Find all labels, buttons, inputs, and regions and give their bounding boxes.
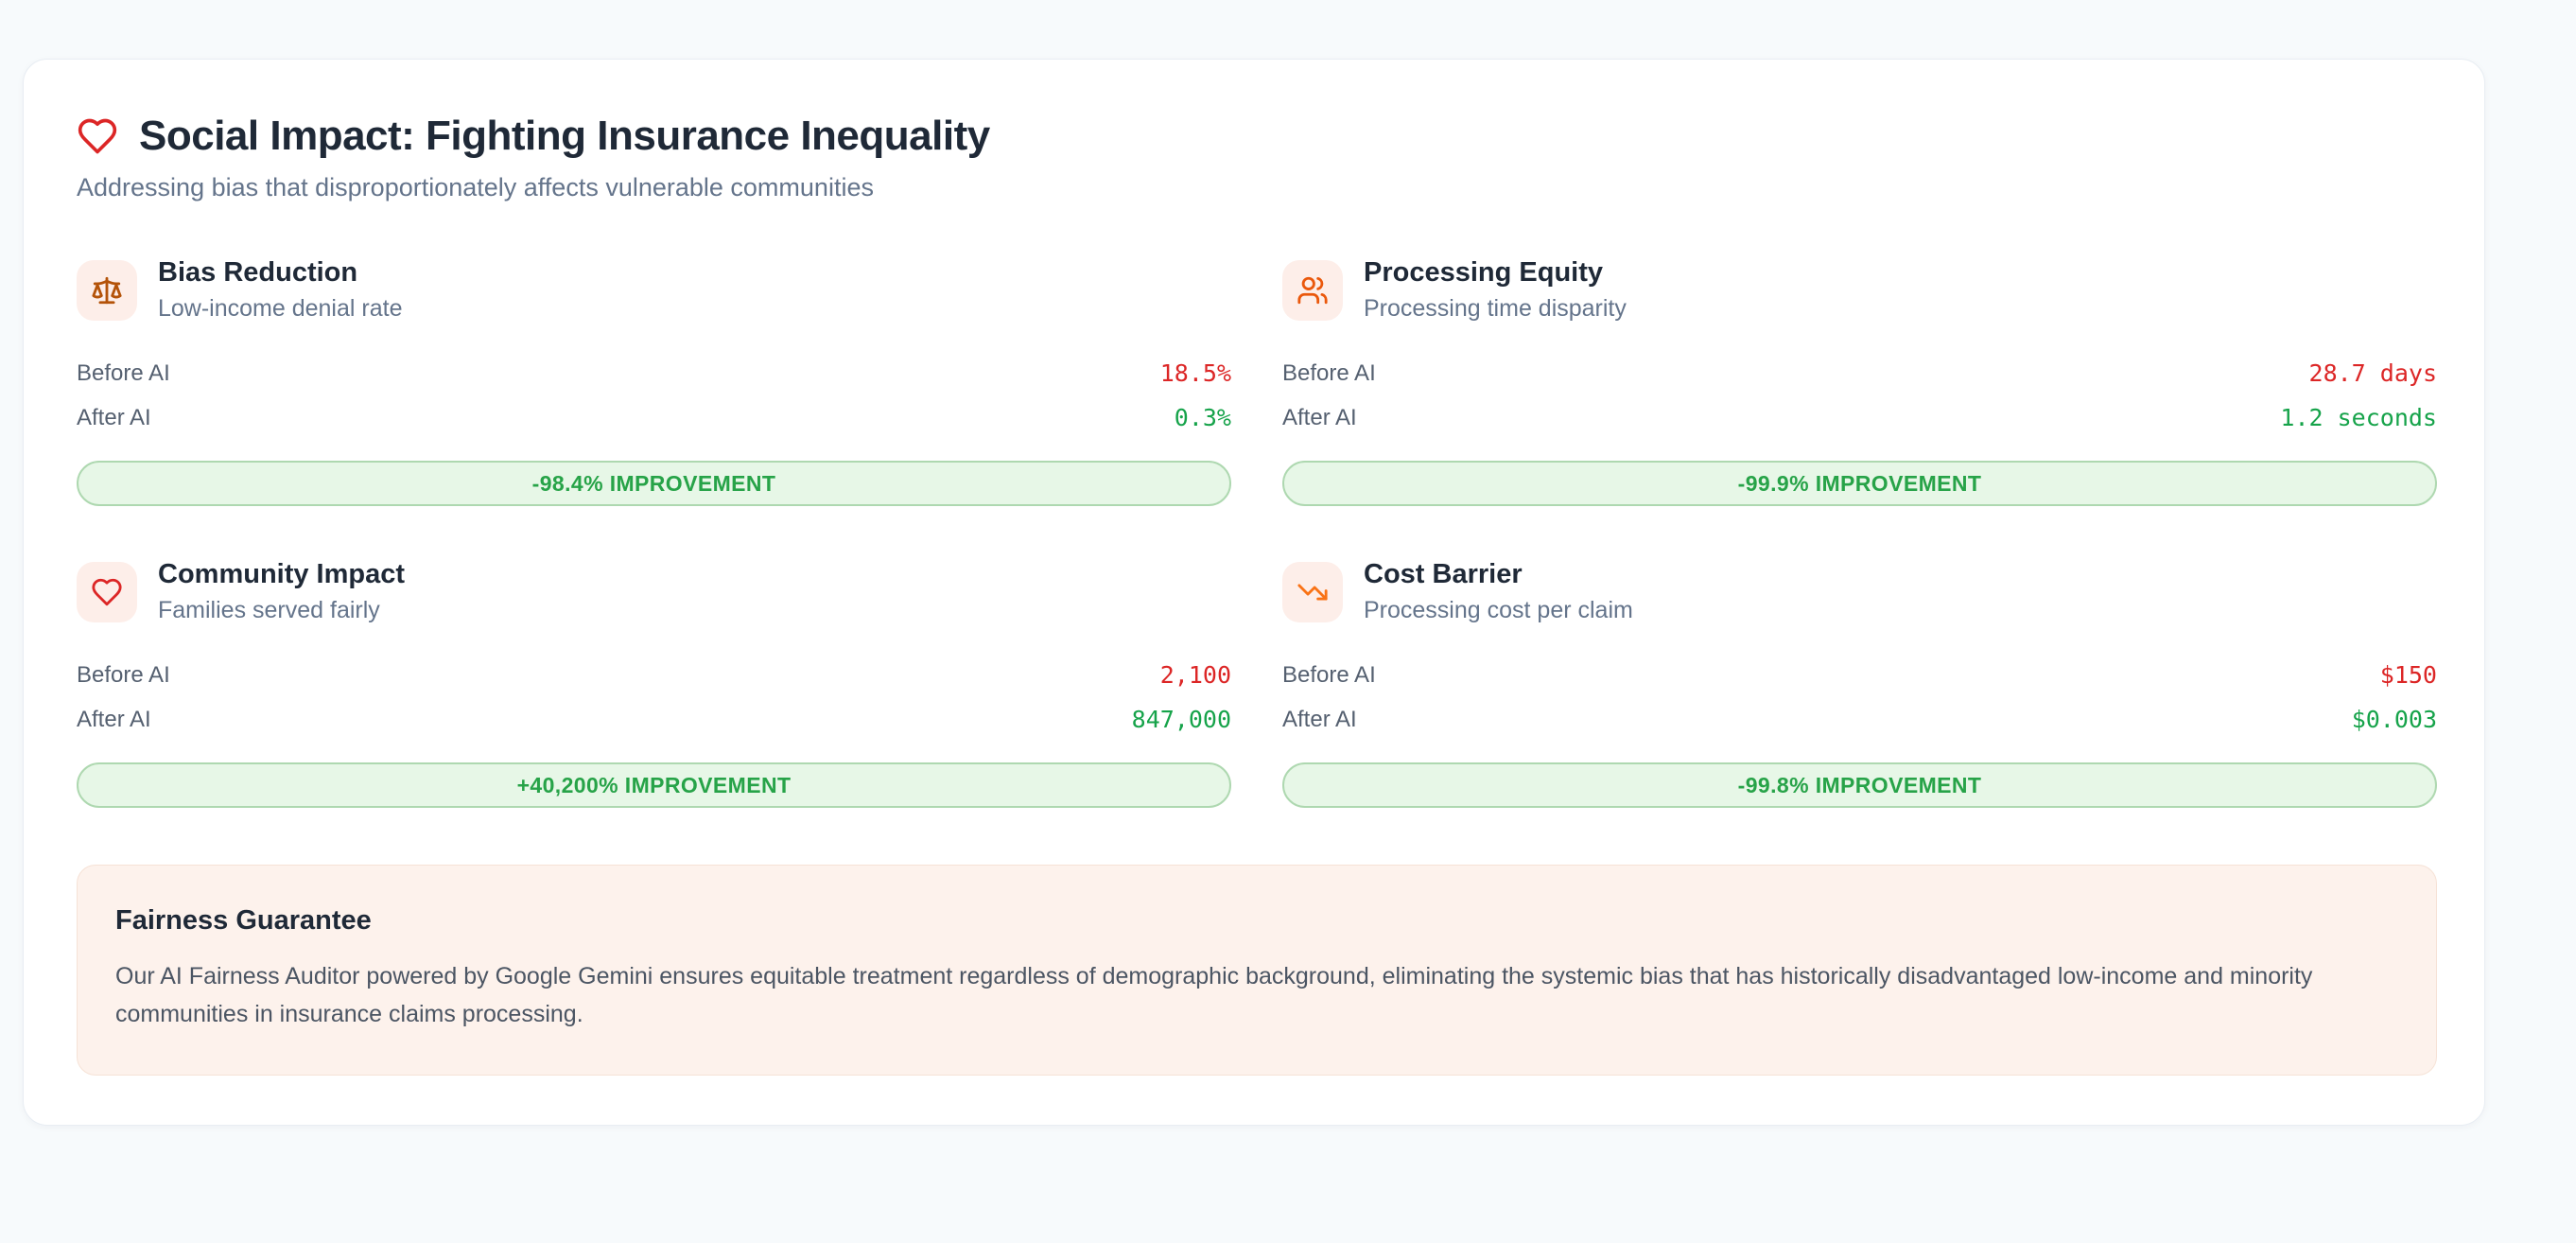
after-label: After AI [77, 706, 151, 732]
after-value: 847,000 [1131, 706, 1231, 733]
before-label: Before AI [1282, 661, 1376, 688]
metric-head: Bias Reduction Low-income denial rate [77, 257, 1231, 323]
fairness-title: Fairness Guarantee [115, 905, 372, 936]
after-row: After AI 1.2 seconds [1282, 395, 2437, 440]
metric-card-bias-reduction: Bias Reduction Low-income denial rate Be… [77, 257, 1231, 506]
metric-head: Processing Equity Processing time dispar… [1282, 257, 2437, 323]
page-title: Social Impact: Fighting Insurance Inequa… [139, 113, 990, 159]
improvement-badge: -98.4% IMPROVEMENT [77, 461, 1231, 506]
before-value: 18.5% [1159, 359, 1231, 387]
after-value: 1.2 seconds [2280, 404, 2437, 431]
improvement-badge: +40,200% IMPROVEMENT [77, 762, 1231, 808]
metric-rows: Before AI $150 After AI $0.003 [1282, 653, 2437, 742]
metric-subtitle: Processing time disparity [1364, 295, 1627, 322]
metric-titles: Community Impact Families served fairly [158, 559, 405, 624]
fairness-body: Our AI Fairness Auditor powered by Googl… [115, 963, 2313, 1027]
metric-title: Cost Barrier [1364, 559, 1523, 589]
improvement-badge: -99.8% IMPROVEMENT [1282, 762, 2437, 808]
before-value: 28.7 days [2308, 359, 2437, 387]
before-row: Before AI 18.5% [77, 351, 1231, 395]
metric-rows: Before AI 2,100 After AI 847,000 [77, 653, 1231, 742]
metric-subtitle: Processing cost per claim [1364, 597, 1633, 623]
users-icon [1282, 259, 1343, 321]
metric-titles: Bias Reduction Low-income denial rate [158, 257, 402, 323]
metric-titles: Cost Barrier Processing cost per claim [1364, 559, 1633, 624]
metric-subtitle: Families served fairly [158, 597, 380, 623]
improvement-badge: -99.9% IMPROVEMENT [1282, 461, 2437, 506]
heart-icon [77, 561, 137, 622]
before-row: Before AI 28.7 days [1282, 351, 2437, 395]
after-label: After AI [77, 404, 151, 430]
metrics-grid: Bias Reduction Low-income denial rate Be… [77, 257, 2437, 808]
metric-titles: Processing Equity Processing time dispar… [1364, 257, 1627, 323]
after-value: $0.003 [2351, 706, 2437, 733]
after-value: 0.3% [1174, 404, 1231, 431]
after-row: After AI 0.3% [77, 395, 1231, 440]
metric-card-community-impact: Community Impact Families served fairly … [77, 559, 1231, 808]
page-subtitle: Addressing bias that disproportionately … [77, 173, 874, 201]
metric-title: Bias Reduction [158, 257, 358, 288]
metric-title: Processing Equity [1364, 257, 1604, 288]
metric-card-processing-equity: Processing Equity Processing time dispar… [1282, 257, 2437, 506]
after-label: After AI [1282, 404, 1357, 430]
after-label: After AI [1282, 706, 1357, 732]
social-impact-card: Social Impact: Fighting Insurance Inequa… [23, 59, 2485, 1126]
after-row: After AI $0.003 [1282, 697, 2437, 742]
card-header: Social Impact: Fighting Insurance Inequa… [77, 113, 2437, 160]
before-value: $150 [2379, 661, 2437, 689]
scale-icon [77, 259, 137, 321]
before-label: Before AI [77, 359, 170, 386]
heart-icon [77, 115, 118, 157]
metric-card-cost-barrier: Cost Barrier Processing cost per claim B… [1282, 559, 2437, 808]
before-value: 2,100 [1159, 661, 1231, 689]
metric-title: Community Impact [158, 559, 406, 589]
metric-rows: Before AI 28.7 days After AI 1.2 seconds [1282, 351, 2437, 440]
before-label: Before AI [77, 661, 170, 688]
metric-head: Community Impact Families served fairly [77, 559, 1231, 624]
before-row: Before AI $150 [1282, 653, 2437, 697]
before-row: Before AI 2,100 [77, 653, 1231, 697]
metric-subtitle: Low-income denial rate [158, 295, 403, 322]
metric-head: Cost Barrier Processing cost per claim [1282, 559, 2437, 624]
trending-down-icon [1282, 561, 1343, 622]
fairness-guarantee-box: Fairness Guarantee Our AI Fairness Audit… [77, 865, 2437, 1076]
after-row: After AI 847,000 [77, 697, 1231, 742]
before-label: Before AI [1282, 359, 1376, 386]
metric-rows: Before AI 18.5% After AI 0.3% [77, 351, 1231, 440]
